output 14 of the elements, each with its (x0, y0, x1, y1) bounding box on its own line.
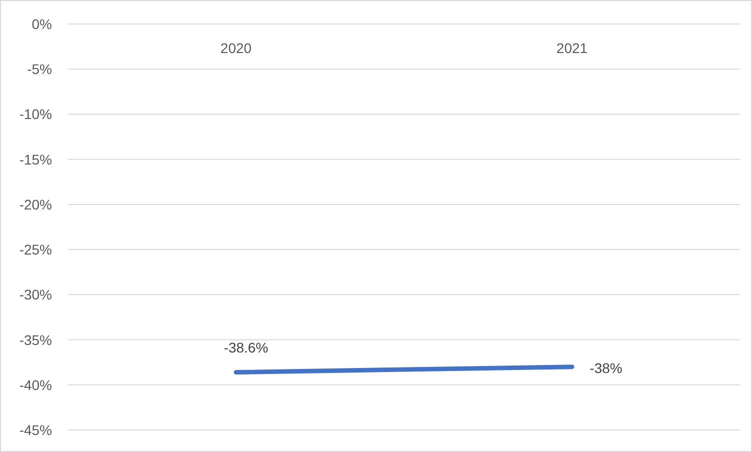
y-tick-label: 0% (32, 16, 52, 32)
x-tick-label: 2020 (220, 40, 252, 56)
x-tick-label: 2021 (556, 40, 588, 56)
y-tick-label: -30% (19, 286, 52, 303)
y-tick-label: -40% (19, 376, 52, 393)
y-tick-label: -35% (19, 332, 52, 348)
y-tick-label: -45% (19, 422, 52, 438)
y-tick-label: -20% (19, 196, 52, 212)
data-label: -38% (590, 360, 622, 376)
data-label: -38.6% (224, 339, 268, 356)
y-tick-label: -25% (19, 242, 52, 258)
y-tick-label: -10% (19, 106, 52, 122)
y-tick-label: -15% (19, 151, 52, 168)
y-tick-label: -5% (27, 61, 52, 78)
